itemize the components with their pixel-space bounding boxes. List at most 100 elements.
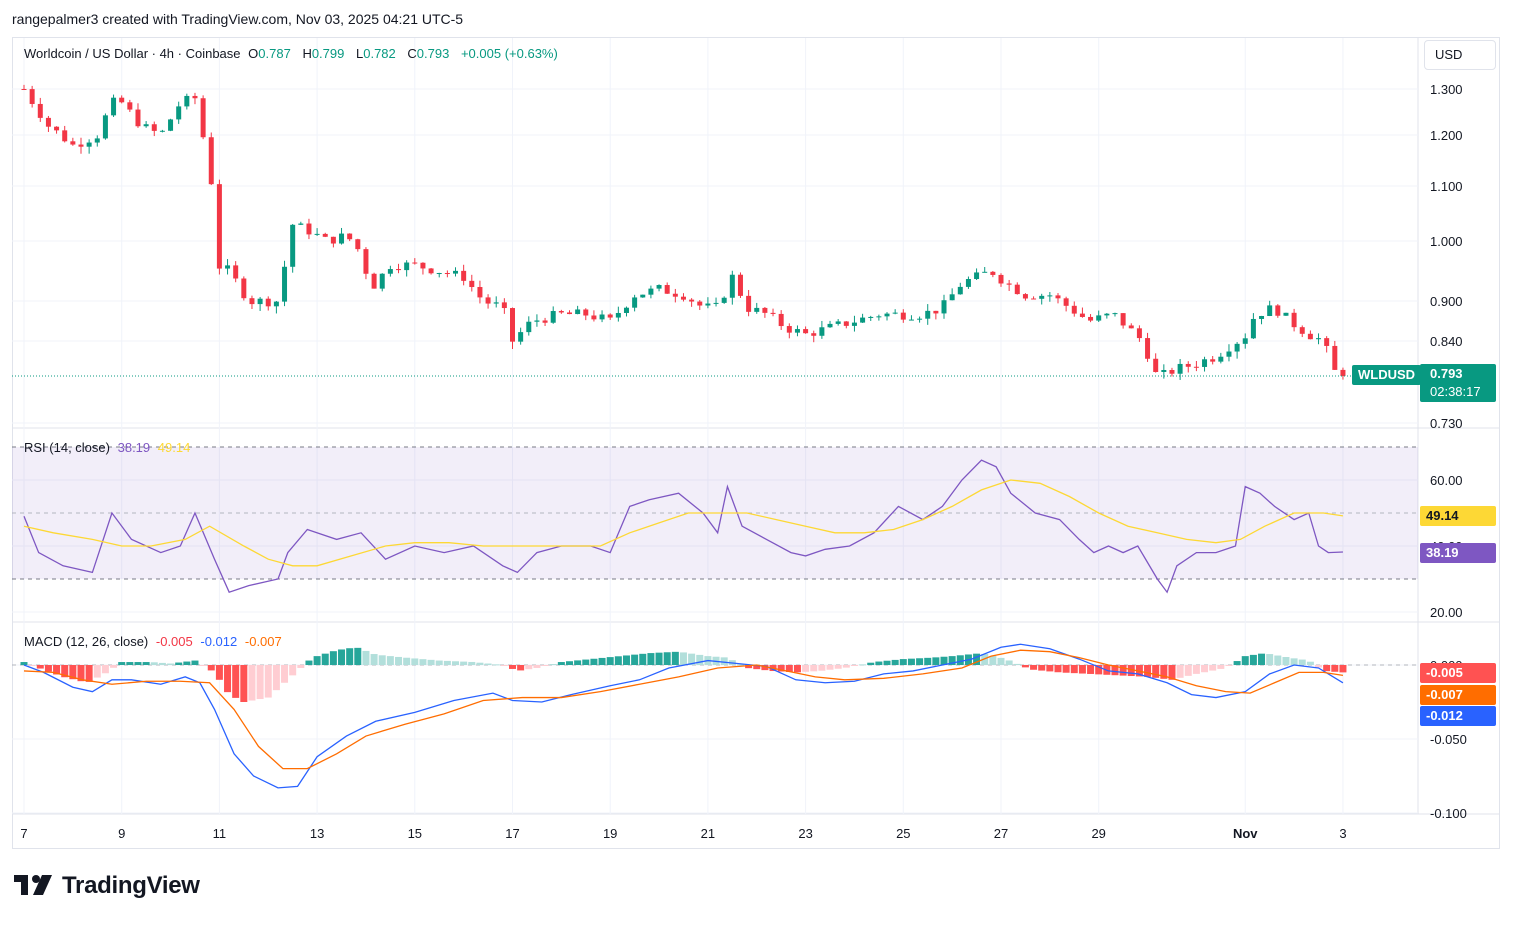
candle-down: [737, 274, 743, 296]
macd-histogram-bar: [826, 665, 834, 670]
macd-histogram-bar: [533, 665, 541, 668]
macd-histogram-bar: [1176, 665, 1184, 678]
candle-up: [754, 307, 760, 312]
macd-histogram-bar: [810, 665, 818, 672]
candle-down: [330, 236, 336, 244]
macd-histogram-bar: [1258, 653, 1266, 665]
macd-tick-label: -0.100: [1430, 806, 1467, 821]
legend-title: Worldcoin / US Dollar · 4h · Coinbase: [24, 46, 241, 61]
macd-histogram-bar: [435, 660, 443, 665]
candle-down: [428, 268, 434, 274]
candle-up: [1226, 351, 1232, 357]
price-tick-label: 1.200: [1430, 128, 1463, 143]
candle-up: [982, 271, 988, 273]
macd-histogram-bar: [639, 653, 647, 665]
macd-histogram-bar: [997, 657, 1005, 665]
rsi-ma-value: 49.14: [157, 440, 191, 455]
macd-histogram-bar: [77, 665, 85, 682]
macd-histogram-bar: [44, 665, 52, 672]
candle-down: [1071, 305, 1077, 314]
macd-histogram-bar: [785, 665, 793, 673]
tradingview-logo[interactable]: TradingView: [14, 872, 200, 900]
candle-up: [550, 311, 556, 323]
macd-histogram-bar: [622, 655, 630, 665]
macd-histogram-bar: [395, 656, 403, 665]
candle-up: [86, 142, 92, 147]
macd-histogram-bar: [207, 665, 215, 671]
macd-label: MACD (12, 26, close): [24, 634, 149, 649]
candle-up: [965, 279, 971, 287]
macd-histogram-bar: [346, 648, 354, 665]
macd-histogram-bar: [1054, 665, 1062, 673]
candle-down: [29, 89, 35, 104]
candle-down: [998, 274, 1004, 284]
macd-histogram-bar: [175, 662, 183, 665]
candle-up: [404, 262, 410, 271]
macd-histogram-bar: [1184, 665, 1192, 676]
macd-histogram-bar: [761, 665, 769, 671]
macd-histogram-bar: [378, 655, 386, 665]
macd-histogram-bar: [777, 665, 785, 672]
candle-down: [37, 103, 43, 118]
macd-histogram-bar: [354, 647, 362, 665]
macd-histogram-bar: [1030, 665, 1038, 670]
candle-down: [762, 307, 768, 313]
macd-histogram-bar: [981, 653, 989, 665]
candle-down: [233, 265, 239, 279]
candle-down: [192, 95, 198, 99]
candle-up: [648, 288, 654, 295]
macd-histogram-bar: [1078, 665, 1086, 674]
macd-histogram-bar: [875, 661, 883, 665]
candle-down: [45, 117, 51, 127]
x-tick-label: 15: [408, 826, 422, 841]
macd-histogram-bar: [1241, 656, 1249, 665]
candle-up: [282, 266, 288, 302]
candle-up: [102, 115, 108, 139]
currency-button[interactable]: USD: [1424, 40, 1496, 70]
candle-down: [501, 302, 507, 309]
candle-up: [143, 124, 149, 127]
candle-up: [632, 297, 638, 308]
candle-down: [583, 309, 589, 316]
macd-histogram-bar: [1160, 665, 1168, 679]
candle-up: [974, 272, 980, 280]
candle-up: [908, 319, 914, 321]
x-tick-label: 23: [798, 826, 812, 841]
candle-up: [1242, 338, 1248, 344]
candle-down: [444, 273, 450, 275]
macd-value: -0.012: [200, 634, 238, 649]
candle-down: [1079, 313, 1085, 317]
candle-down: [1169, 369, 1175, 374]
candle-down: [672, 293, 678, 297]
candle-down: [70, 141, 76, 145]
candle-up: [1267, 305, 1273, 316]
macd-histogram-bar: [500, 665, 508, 666]
x-tick-label: 13: [310, 826, 324, 841]
candle-up: [387, 269, 393, 274]
candle-down: [412, 262, 418, 264]
macd-histogram-bar: [989, 655, 997, 665]
macd-histogram-bar: [655, 652, 663, 665]
macd-histogram-bar: [427, 659, 435, 665]
rsi-value-tag: 38.19: [1420, 543, 1496, 563]
macd-histogram-bar: [1070, 665, 1078, 674]
candle-up: [1096, 315, 1102, 321]
bar-countdown: 02:38:17: [1430, 384, 1481, 399]
macd-histogram-bar: [631, 654, 639, 665]
macd-histogram-bar: [281, 665, 289, 683]
candle-down: [420, 262, 426, 269]
macd-histogram-bar: [916, 658, 924, 665]
macd-histogram-bar: [1315, 665, 1323, 668]
legend-high-label: H: [302, 46, 312, 61]
candle-up: [1283, 312, 1289, 316]
macd-histogram-bar: [484, 663, 492, 665]
macd-histogram-bar: [411, 658, 419, 665]
x-tick-label: 21: [701, 826, 715, 841]
price-tick-label: 1.000: [1430, 234, 1463, 249]
candle-down: [355, 239, 361, 250]
macd-histogram-bar: [126, 662, 134, 665]
macd-histogram-bar: [93, 665, 101, 678]
macd-histogram-bar: [142, 662, 150, 665]
macd-histogram-bar: [1095, 665, 1103, 675]
